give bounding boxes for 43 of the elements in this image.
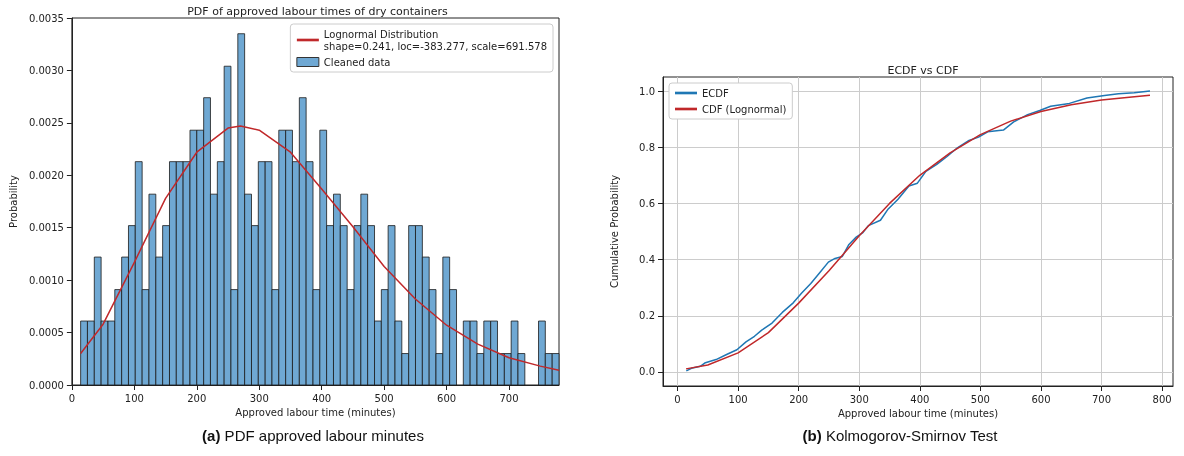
y-tick-label: 0.0035	[28, 12, 64, 24]
x-tick-label: 300	[249, 392, 269, 404]
x-tick-label: 300	[849, 393, 869, 405]
y-tick-label: 0.0010	[28, 274, 64, 286]
legend-label: Cleaned data	[323, 56, 391, 68]
x-tick-label: 0	[68, 392, 76, 404]
x-tick-label: 200	[789, 393, 809, 405]
x-tick-label: 600	[1031, 393, 1051, 405]
y-tick-label: 0.0025	[28, 117, 64, 129]
legend-label: Lognormal Distribution shape=0.241, loc=-383.277, scale=691.578	[323, 28, 548, 52]
x-tick-label: 800	[1152, 393, 1172, 405]
x-axis-title: Approved labour time (minutes)	[235, 407, 396, 419]
y-tick-label: 1.0	[639, 85, 655, 97]
y-tick-label: 0.0005	[28, 327, 64, 339]
x-tick-label: 400	[312, 392, 332, 404]
text: (a) PDF approved labour minutes	[202, 427, 424, 444]
chart-title: PDF of approved labour times of dry containers	[187, 5, 449, 18]
x-tick-label: 500	[374, 392, 394, 404]
y-axis-title: Probability	[7, 174, 19, 228]
x-tick-label: 700	[499, 392, 519, 404]
y-tick-label: 0.0	[639, 366, 655, 378]
x-tick-label: 500	[970, 393, 990, 405]
x-axis-title: Approved labour time (minutes)	[837, 408, 999, 420]
y-tick-label: 0.0030	[28, 64, 64, 76]
legend-label: ECDF	[702, 87, 729, 99]
x-tick-label: 400	[910, 393, 930, 405]
x-tick-label: 100	[124, 392, 144, 404]
y-tick-label: 0.0015	[28, 222, 64, 234]
chart-title: ECDF vs CDF	[887, 64, 959, 77]
y-tick-label: 0.4	[639, 254, 655, 266]
y-axis-title: Cumulative Probability	[608, 174, 620, 289]
x-tick-label: 100	[728, 393, 748, 405]
y-tick-label: 0.2	[639, 310, 655, 322]
y-tick-label: 0.8	[639, 141, 655, 153]
x-tick-label: 700	[1091, 393, 1112, 405]
x-tick-label: 0	[674, 393, 681, 405]
y-tick-label: 0.0020	[28, 169, 64, 181]
text: (b) Kolmogorov-Smirnov Test	[802, 427, 999, 444]
legend-label: CDF (Lognormal)	[702, 103, 787, 115]
x-tick-label: 200	[187, 392, 207, 404]
y-tick-label: 0.0000	[28, 379, 64, 391]
y-tick-label: 0.6	[639, 197, 655, 209]
x-tick-label: 600	[437, 392, 457, 404]
